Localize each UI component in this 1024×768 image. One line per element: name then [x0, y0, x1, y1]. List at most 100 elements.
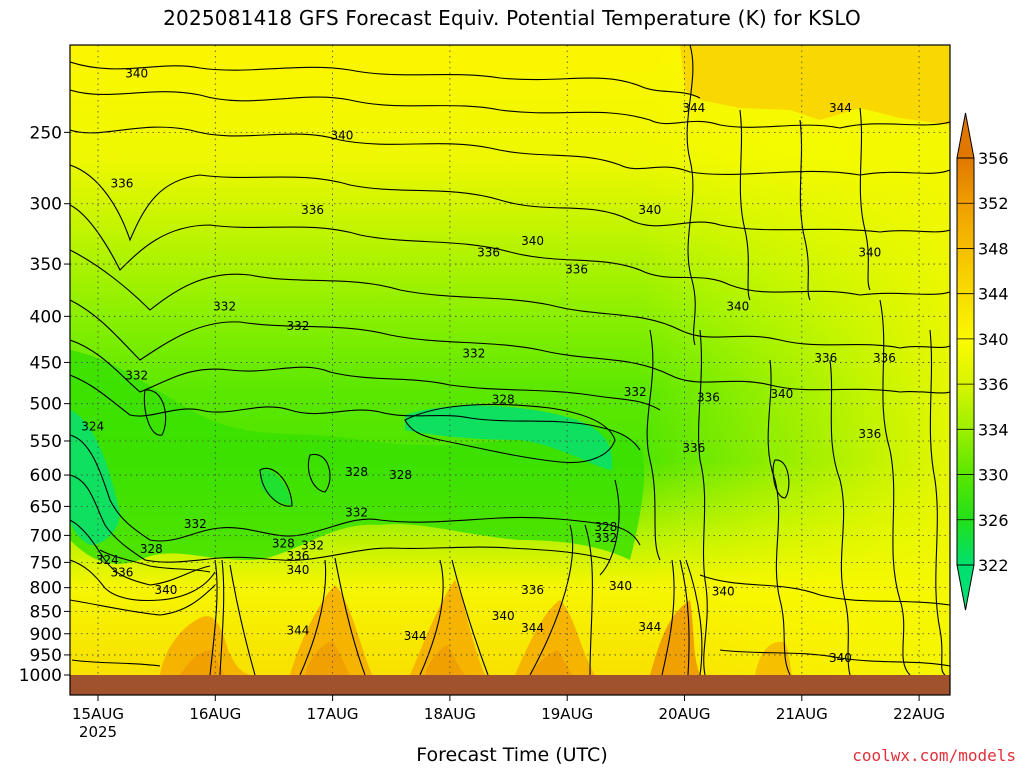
- contour-label: 324: [81, 419, 104, 433]
- contour-label: 340: [330, 128, 353, 142]
- contour-label: 336: [814, 351, 837, 365]
- colorbar-label: 330: [978, 466, 1009, 485]
- svg-text:336: 336: [111, 566, 134, 580]
- grid-lines: [70, 45, 950, 675]
- colorbar-body: [956, 157, 975, 566]
- y-tick-label: 600: [30, 466, 62, 486]
- contour-label: 340: [726, 299, 749, 313]
- contour-label: 328: [345, 465, 368, 479]
- contour-label: 340: [858, 246, 881, 260]
- contour-label: 336: [697, 390, 720, 404]
- colorbar-label: 322: [978, 556, 1009, 575]
- svg-text:340: 340: [638, 203, 661, 217]
- contour-label: 332: [301, 538, 324, 552]
- svg-text:344: 344: [521, 621, 544, 635]
- y-tick-label: 700: [30, 526, 62, 546]
- x-tick-label: 18AUG: [424, 705, 476, 723]
- svg-text:336: 336: [111, 177, 134, 191]
- contour-label: 332: [345, 505, 368, 519]
- y-tick-label: 300: [30, 195, 62, 215]
- contour-label: 332: [462, 347, 485, 361]
- svg-text:340: 340: [829, 651, 852, 665]
- svg-text:344: 344: [286, 623, 309, 637]
- svg-text:344: 344: [404, 629, 427, 643]
- x-tick-label: 16AUG: [189, 705, 241, 723]
- x-tick-label: 20AUG: [659, 705, 711, 723]
- svg-text:336: 336: [814, 351, 837, 365]
- svg-text:332: 332: [345, 505, 368, 519]
- y-tick-label: 850: [30, 602, 62, 622]
- contour-label: 344: [404, 629, 427, 643]
- colorbar-label: 336: [978, 375, 1009, 394]
- colorbar-bottom-arrow: [956, 564, 975, 611]
- y-tick-label: 450: [30, 353, 62, 373]
- svg-text:340: 340: [521, 234, 544, 248]
- contour-label: 344: [286, 623, 309, 637]
- svg-text:340: 340: [330, 128, 353, 142]
- x-tick-label: 22AUG: [893, 705, 945, 723]
- contour-label: 340: [125, 66, 148, 80]
- colorbar-label: 356: [978, 149, 1009, 168]
- svg-text:344: 344: [829, 101, 852, 115]
- contour-label: 336: [301, 203, 324, 217]
- contour-label: 332: [213, 299, 236, 313]
- contour-label: 336: [521, 583, 544, 597]
- contour-label: 332: [594, 531, 617, 545]
- contour-label: 340: [492, 609, 515, 623]
- svg-text:340: 340: [858, 246, 881, 260]
- contour-label: 340: [638, 203, 661, 217]
- contour-label: 328: [492, 393, 515, 407]
- svg-text:328: 328: [389, 468, 412, 482]
- svg-text:340: 340: [609, 579, 632, 593]
- colorbar-label: 334: [978, 420, 1009, 439]
- y-tick-label: 250: [30, 123, 62, 143]
- contour-label: 336: [682, 441, 705, 455]
- y-tick-label: 950: [30, 646, 62, 666]
- svg-text:328: 328: [140, 542, 163, 556]
- svg-text:336: 336: [301, 203, 324, 217]
- contour-label: 340: [155, 583, 178, 597]
- colorbar-label: 348: [978, 239, 1009, 258]
- colorbar-label: 340: [978, 330, 1009, 349]
- y-tick-label: 800: [30, 579, 62, 599]
- plot-frame: [69, 44, 951, 696]
- contour-label: 336: [111, 177, 134, 191]
- contour-label: 336: [873, 351, 896, 365]
- x-tick-label: 17AUG: [307, 705, 359, 723]
- svg-text:328: 328: [272, 537, 295, 551]
- contour-label: 336: [111, 566, 134, 580]
- site-credit[interactable]: coolwx.com/models: [852, 746, 1016, 765]
- contour-label: 336: [858, 427, 881, 441]
- y-tick-label: 900: [30, 625, 62, 645]
- theta-e-field: [70, 45, 950, 675]
- svg-text:340: 340: [286, 563, 309, 577]
- svg-text:340: 340: [726, 299, 749, 313]
- contour-label: 344: [682, 101, 705, 115]
- contour-label: 340: [712, 585, 735, 599]
- y-tick-label: 650: [30, 497, 62, 517]
- contour-label: 332: [624, 385, 647, 399]
- svg-text:328: 328: [492, 393, 515, 407]
- x-year-label: 2025: [79, 723, 117, 741]
- svg-text:332: 332: [286, 319, 309, 333]
- svg-text:340: 340: [155, 583, 178, 597]
- svg-text:332: 332: [125, 368, 148, 382]
- svg-text:336: 336: [873, 351, 896, 365]
- svg-text:328: 328: [594, 520, 617, 534]
- contour-label: 344: [638, 620, 661, 634]
- contour-label: 328: [389, 468, 412, 482]
- svg-text:340: 340: [712, 585, 735, 599]
- svg-text:340: 340: [770, 387, 793, 401]
- colorbar: 322 326 330 334 336 340 344 348 352 356: [956, 112, 1009, 611]
- contour-label: 332: [125, 368, 148, 382]
- contour-label: 324: [96, 553, 119, 567]
- contour-label: 332: [286, 319, 309, 333]
- svg-text:336: 336: [858, 427, 881, 441]
- svg-text:344: 344: [682, 101, 705, 115]
- contour-label: 340: [286, 563, 309, 577]
- svg-text:336: 336: [286, 549, 309, 563]
- y-tick-label: 400: [30, 307, 62, 327]
